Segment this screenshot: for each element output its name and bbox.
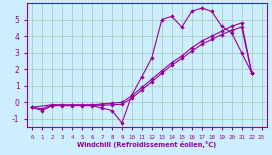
X-axis label: Windchill (Refroidissement éolien,°C): Windchill (Refroidissement éolien,°C) xyxy=(77,141,217,148)
